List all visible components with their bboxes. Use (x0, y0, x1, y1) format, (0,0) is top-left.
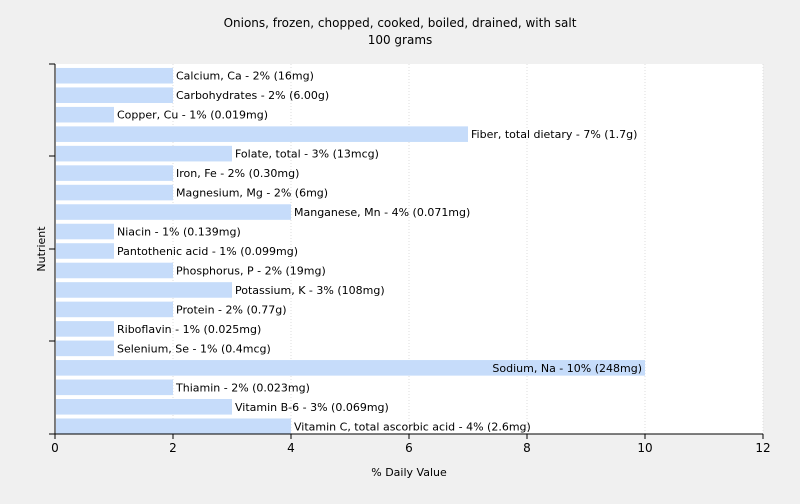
bar (56, 243, 114, 259)
bar-label: Iron, Fe - 2% (0.30mg) (176, 167, 299, 180)
bar (56, 418, 291, 435)
x-tick-label: 2 (169, 441, 177, 455)
bar-label: Thiamin - 2% (0.023mg) (175, 381, 310, 394)
bars-layer (56, 67, 645, 435)
bar (56, 399, 232, 415)
bar-label: Copper, Cu - 1% (0.019mg) (117, 109, 268, 122)
x-tick-label: 4 (287, 441, 295, 455)
bar (56, 379, 173, 396)
bar-label: Magnesium, Mg - 2% (6mg) (176, 187, 328, 200)
bar (56, 262, 173, 279)
x-axis-label: % Daily Value (371, 466, 447, 479)
bar (56, 126, 468, 142)
bar-label: Folate, total - 3% (13mcg) (235, 148, 379, 161)
bar-label: Protein - 2% (0.77g) (176, 303, 287, 316)
x-tick-label: 6 (405, 441, 413, 455)
bar-label: Manganese, Mn - 4% (0.071mg) (294, 206, 470, 219)
bar (56, 321, 114, 337)
axis-layer: 0 2 4 6 8 10 12 (49, 63, 771, 455)
bar (56, 340, 114, 357)
bar (56, 165, 173, 181)
bar (56, 301, 173, 318)
y-axis-label: Nutrient (35, 226, 48, 272)
bar-label: Sodium, Na - 10% (248mg) (492, 362, 642, 375)
bar-label: Calcium, Ca - 2% (16mg) (176, 70, 314, 83)
x-tick-label: 10 (637, 441, 652, 455)
bar-label: Riboflavin - 1% (0.025mg) (117, 323, 261, 336)
bar (56, 87, 173, 103)
bar (56, 106, 114, 123)
bar (56, 67, 173, 84)
x-tick-label: 0 (51, 441, 59, 455)
x-tick-label: 8 (523, 441, 531, 455)
bar (56, 223, 114, 240)
bar-label: Fiber, total dietary - 7% (1.7g) (471, 128, 637, 141)
bar-label: Phosphorus, P - 2% (19mg) (176, 264, 326, 277)
bar-label: Pantothenic acid - 1% (0.099mg) (117, 245, 298, 258)
bar-labels-layer: Calcium, Ca - 2% (16mg) Carbohydrates - 2… (117, 70, 642, 434)
bar (56, 204, 291, 220)
bar-label: Carbohydrates - 2% (6.00g) (176, 89, 329, 102)
bar-label: Vitamin C, total ascorbic acid - 4% (2.6… (294, 420, 531, 433)
bar-label: Vitamin B-6 - 3% (0.069mg) (235, 401, 389, 414)
bar-label: Selenium, Se - 1% (0.4mcg) (117, 342, 271, 355)
bar (56, 360, 645, 376)
x-tick-label: 12 (755, 441, 770, 455)
bar-label: Niacin - 1% (0.139mg) (117, 226, 241, 239)
chart-title: Onions, frozen, chopped, cooked, boiled,… (224, 16, 577, 30)
bar (56, 184, 173, 201)
bar-label: Potassium, K - 3% (108mg) (235, 284, 385, 297)
chart-subtitle: 100 grams (368, 33, 433, 47)
bar (56, 282, 232, 298)
bar (56, 145, 232, 162)
